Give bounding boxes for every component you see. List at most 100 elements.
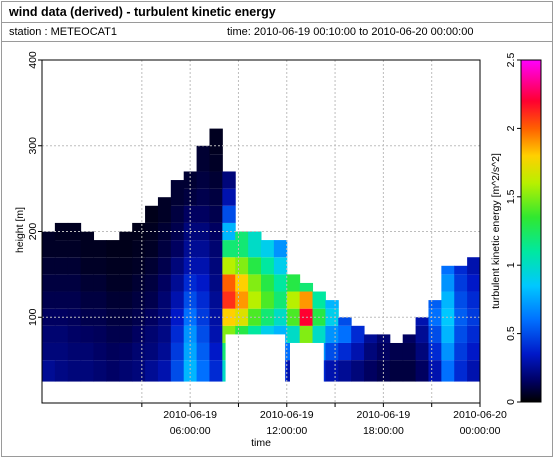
heatmap-cell bbox=[441, 308, 455, 326]
heatmap-cell bbox=[338, 342, 352, 361]
heatmap-cell bbox=[80, 257, 95, 275]
x-tick-label-date: 2010-06-19 bbox=[163, 409, 217, 421]
colorbar-tick-label: 0.5 bbox=[505, 326, 517, 341]
heatmap-cell bbox=[170, 342, 185, 361]
heatmap-cell bbox=[209, 240, 223, 258]
heatmap-cell bbox=[415, 325, 429, 343]
heatmap-cell bbox=[54, 257, 69, 275]
colorbar-label: turbulent kinetic energy [m^2/s^2] bbox=[490, 153, 502, 309]
heatmap-cell bbox=[54, 240, 69, 258]
heatmap-cell bbox=[157, 308, 172, 326]
heatmap-cell bbox=[54, 274, 69, 292]
heatmap-cell bbox=[42, 325, 56, 343]
heatmap-cell bbox=[222, 274, 236, 292]
heatmap-cell bbox=[222, 222, 236, 241]
heatmap-cell bbox=[209, 128, 223, 155]
heatmap-cell bbox=[106, 325, 120, 343]
heatmap-cell bbox=[338, 360, 352, 382]
heatmap-cell bbox=[132, 325, 146, 343]
heatmap-cell bbox=[106, 360, 120, 382]
heatmap-cell bbox=[157, 360, 172, 382]
heatmap-cell bbox=[80, 291, 95, 309]
heatmap-cell bbox=[273, 274, 288, 292]
heatmap-cell bbox=[67, 360, 82, 382]
heatmap-cell bbox=[273, 308, 288, 326]
x-tick-label-time: 12:00:00 bbox=[266, 425, 307, 437]
heatmap-cell bbox=[325, 342, 339, 361]
missing-data-cell bbox=[289, 342, 324, 383]
heatmap-cell bbox=[157, 291, 172, 309]
heatmap-cell bbox=[402, 334, 417, 343]
heatmap-cell bbox=[261, 257, 275, 275]
heatmap-cell bbox=[145, 257, 159, 275]
heatmap-cell bbox=[93, 240, 107, 258]
heatmap-cell bbox=[389, 360, 404, 382]
heatmap-cell bbox=[248, 257, 262, 275]
colorbar-tick-label: 0 bbox=[505, 399, 517, 405]
heatmap-cell bbox=[351, 342, 365, 361]
heatmap-cell bbox=[42, 274, 56, 292]
heatmap-cell bbox=[93, 342, 107, 361]
heatmap-cell bbox=[196, 188, 210, 206]
heatmap-cell bbox=[364, 342, 378, 361]
heatmap-cell bbox=[415, 360, 429, 382]
heatmap-cell bbox=[273, 257, 288, 275]
heatmap-cell bbox=[170, 240, 185, 258]
heatmap-cell bbox=[106, 342, 120, 361]
heatmap-cell bbox=[273, 291, 288, 309]
heatmap-cell bbox=[157, 197, 172, 223]
heatmap-cell bbox=[132, 274, 146, 292]
heatmap-cell bbox=[209, 342, 223, 361]
heatmap-cell bbox=[325, 325, 339, 343]
heatmap-cell bbox=[183, 325, 198, 343]
heatmap-cell bbox=[454, 325, 468, 343]
heatmap-cell bbox=[67, 240, 82, 258]
heatmap-cell bbox=[119, 360, 133, 382]
heatmap-cell bbox=[389, 342, 404, 361]
heatmap-cell bbox=[170, 205, 185, 223]
heatmap-cell bbox=[222, 188, 236, 206]
x-tick-label-time: 06:00:00 bbox=[170, 425, 211, 437]
heatmap-cell bbox=[286, 291, 301, 309]
heatmap-cell bbox=[119, 291, 133, 309]
heatmap-cell bbox=[157, 342, 172, 361]
heatmap-cell bbox=[54, 308, 69, 326]
heatmap-cell bbox=[80, 231, 95, 258]
heatmap-cell bbox=[93, 360, 107, 382]
heatmap-cell bbox=[209, 171, 223, 189]
heatmap-cell bbox=[261, 240, 275, 258]
heatmap-cell bbox=[42, 257, 56, 275]
heatmap-cell bbox=[196, 205, 210, 223]
heatmap-cell bbox=[454, 265, 468, 275]
heatmap-cell bbox=[196, 257, 210, 275]
heatmap-cell bbox=[222, 240, 236, 258]
heatmap-cell bbox=[196, 274, 210, 292]
heatmap-cell bbox=[67, 342, 82, 361]
x-tick-label-time: 00:00:00 bbox=[460, 425, 501, 437]
heatmap-cell bbox=[454, 342, 468, 361]
heatmap-cell bbox=[299, 282, 314, 292]
y-tick-label: 200 bbox=[27, 223, 39, 241]
y-tick-label: 300 bbox=[27, 137, 39, 155]
heatmap-cell bbox=[145, 240, 159, 258]
heatmap-cell bbox=[67, 274, 82, 292]
heatmap-cell bbox=[248, 231, 262, 258]
heatmap-cell bbox=[428, 342, 442, 361]
heatmap-cell bbox=[441, 265, 455, 275]
heatmap-cell bbox=[209, 188, 223, 206]
heatmap-cell bbox=[428, 360, 442, 382]
heatmap-cell bbox=[119, 257, 133, 275]
heatmap-cell bbox=[157, 257, 172, 275]
heatmap-cell bbox=[157, 325, 172, 343]
heatmap-cell bbox=[119, 325, 133, 343]
heatmap-cell bbox=[170, 291, 185, 309]
heatmap-cell bbox=[54, 291, 69, 309]
heatmap-cell bbox=[183, 360, 198, 382]
heatmap-cell bbox=[54, 360, 69, 382]
heatmap-cell bbox=[467, 308, 480, 326]
heatmap-cell bbox=[42, 342, 56, 361]
heatmap-cell bbox=[132, 360, 146, 382]
heatmap-cell bbox=[222, 291, 236, 309]
heatmap-cell bbox=[209, 222, 223, 241]
y-axis-label: height [m] bbox=[14, 207, 26, 253]
